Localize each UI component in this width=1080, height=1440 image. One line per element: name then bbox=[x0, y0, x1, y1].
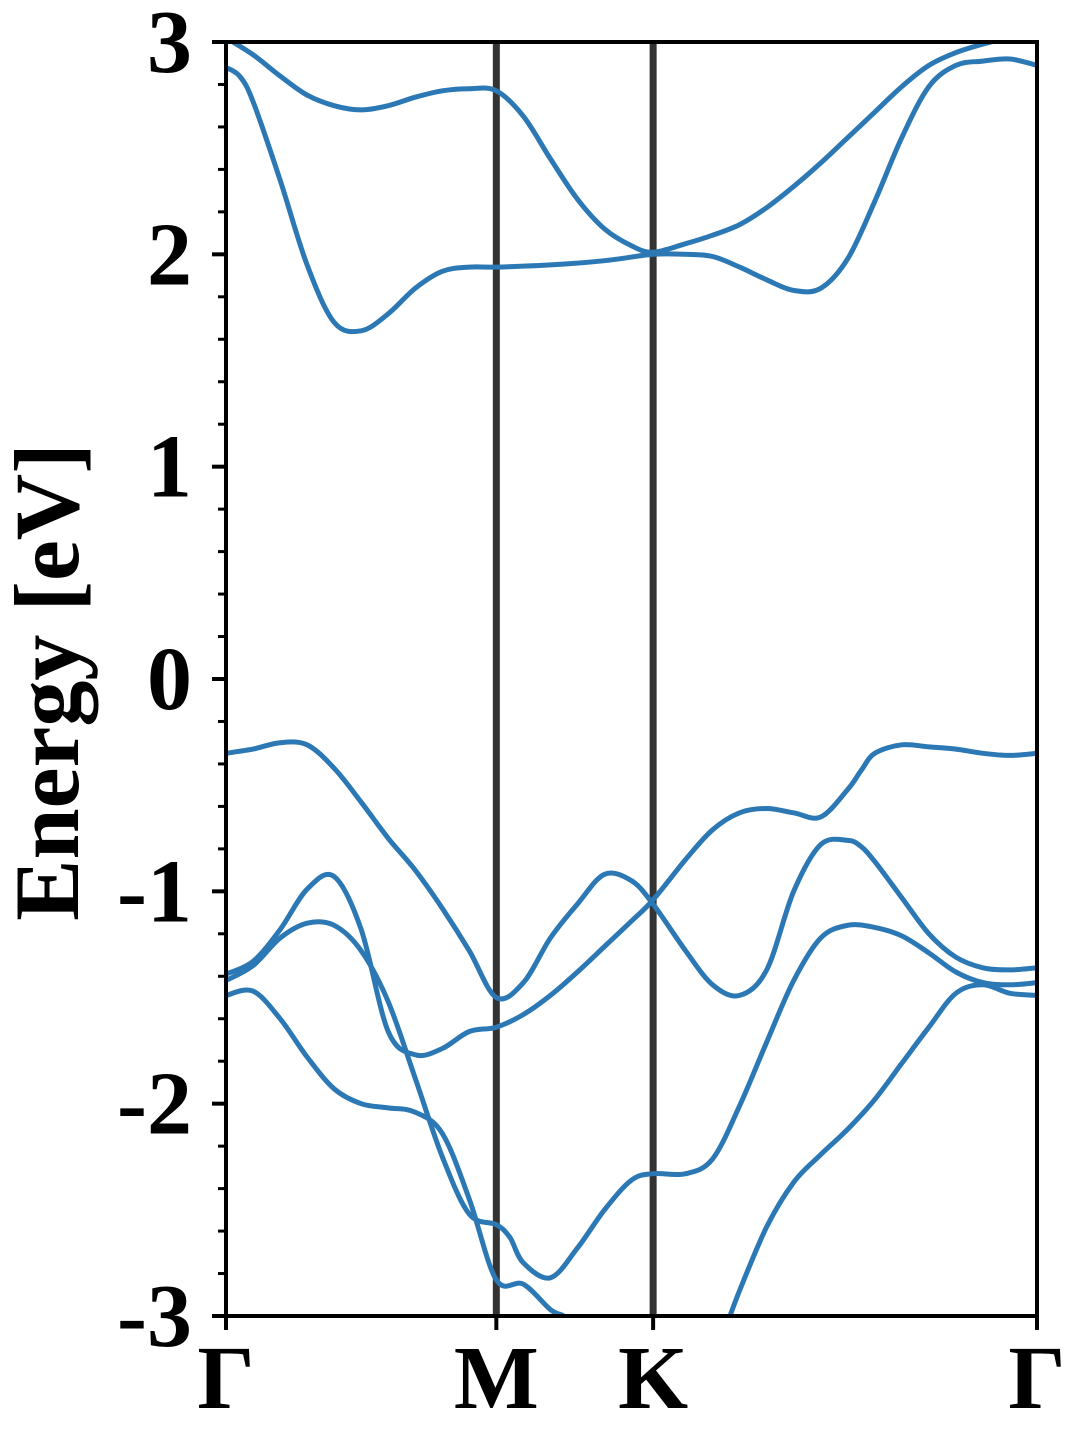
band-line-4 bbox=[226, 742, 1037, 1059]
band-line-1 bbox=[228, 42, 1002, 255]
plot-frame bbox=[224, 40, 1039, 1318]
x-tick-label: M bbox=[454, 1329, 539, 1428]
x-tick-label: K bbox=[618, 1329, 688, 1428]
band-line-5 bbox=[226, 919, 1037, 1281]
y-tick-label: -1 bbox=[117, 842, 192, 941]
x-tick-label: Γ bbox=[1008, 1329, 1065, 1428]
y-tick-label: -2 bbox=[117, 1055, 192, 1154]
band-line-6 bbox=[226, 987, 569, 1316]
y-tick-label: -3 bbox=[117, 1267, 192, 1366]
band-line-3 bbox=[226, 739, 1037, 1002]
y-tick-labels: -3 -2 -1 0 1 2 3 bbox=[117, 0, 192, 1366]
band-line-7 bbox=[727, 982, 1037, 1316]
y-tick-label: 0 bbox=[147, 630, 192, 729]
y-tick-label: 2 bbox=[147, 205, 192, 304]
y-tick-label: 3 bbox=[147, 0, 192, 92]
y-axis-label: Energy [eV] bbox=[0, 443, 98, 921]
y-major-ticks bbox=[212, 40, 226, 1318]
k-point-dividers bbox=[492, 42, 657, 1316]
x-tick-label: Γ bbox=[197, 1329, 254, 1428]
band-lines bbox=[226, 42, 1037, 1316]
band-line-2 bbox=[226, 56, 1037, 335]
y-tick-label: 1 bbox=[147, 418, 192, 517]
